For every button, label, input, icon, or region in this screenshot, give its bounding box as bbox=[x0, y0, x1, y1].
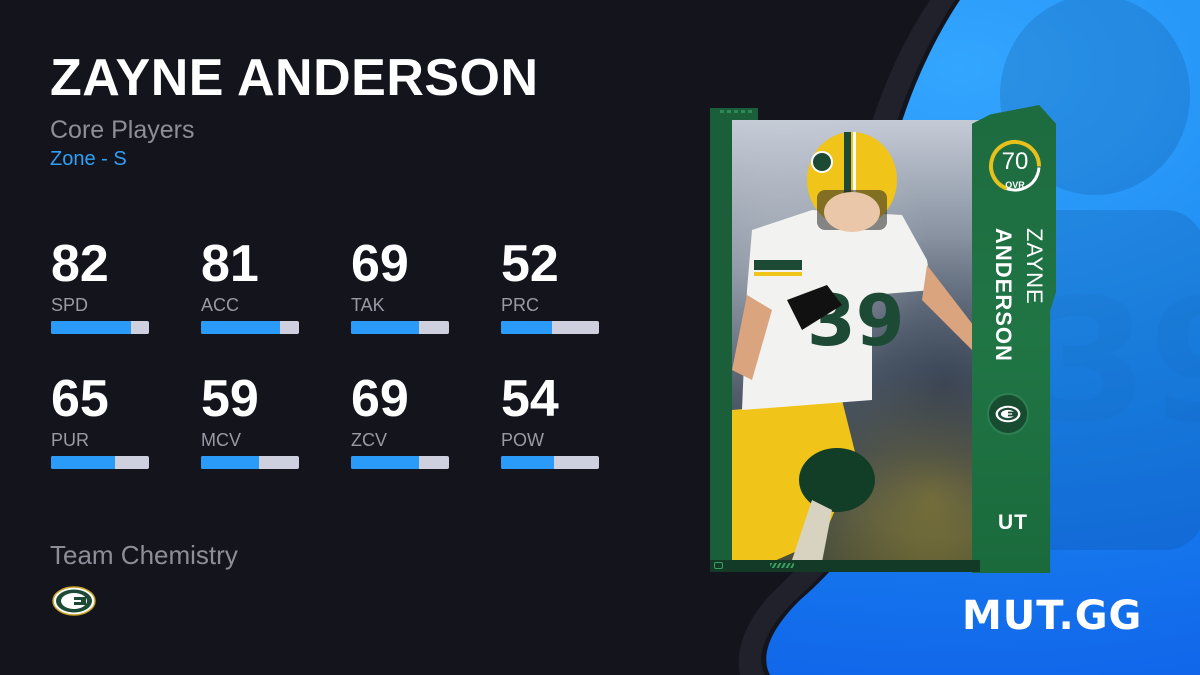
stat-value: 54 bbox=[501, 370, 559, 428]
stat-bar-fill bbox=[501, 456, 554, 469]
stat-label: PUR bbox=[51, 430, 90, 450]
stat-label: SPD bbox=[51, 295, 89, 315]
team-chemistry-title: Team Chemistry bbox=[50, 540, 238, 570]
program-name: Core Players bbox=[50, 116, 195, 144]
stat-value: 82 bbox=[51, 235, 109, 293]
stat-acc: 81 ACC bbox=[201, 238, 301, 334]
stat-pur: 65 PUR bbox=[51, 373, 151, 469]
stat-bar-fill bbox=[201, 321, 281, 334]
stat-value: 52 bbox=[501, 235, 559, 293]
card-side-panel bbox=[972, 105, 1056, 573]
card-last-name: ANDERSON bbox=[991, 228, 1016, 362]
stat-value: 81 bbox=[201, 235, 259, 293]
stat-bar-fill bbox=[51, 456, 115, 469]
stat-bar bbox=[351, 321, 449, 334]
stat-value: 69 bbox=[351, 235, 409, 293]
stat-label: PRC bbox=[501, 295, 540, 315]
card-first-name: ZAYNE bbox=[1022, 228, 1047, 305]
player-name: ZAYNE ANDERSON bbox=[50, 49, 539, 107]
stat-bar-fill bbox=[351, 456, 419, 469]
stat-value: 69 bbox=[351, 370, 409, 428]
frame-notch bbox=[720, 110, 752, 113]
stat-value: 65 bbox=[51, 370, 109, 428]
stat-label: ACC bbox=[201, 295, 240, 315]
player-photo: 39 bbox=[732, 120, 982, 562]
stat-bar-fill bbox=[201, 456, 259, 469]
stat-bar bbox=[51, 321, 149, 334]
ovr-ring-icon bbox=[989, 140, 1041, 192]
stat-zcv: 69 ZCV bbox=[351, 373, 451, 469]
stat-pow: 54 POW bbox=[501, 373, 601, 469]
ovr-value: 70 bbox=[1001, 148, 1029, 175]
stat-bar bbox=[201, 321, 299, 334]
archetype-label: Zone - S bbox=[50, 148, 127, 170]
player-figure: 39 bbox=[732, 132, 977, 562]
stat-bar bbox=[201, 456, 299, 469]
stat-bar bbox=[501, 321, 599, 334]
stat-tak: 69 TAK bbox=[351, 238, 451, 334]
stat-label: ZCV bbox=[351, 430, 387, 450]
card-team-logo-icon bbox=[987, 393, 1029, 435]
card-frame-bottom bbox=[710, 560, 980, 572]
stat-bar-fill bbox=[501, 321, 552, 334]
svg-text:39: 39 bbox=[1030, 263, 1200, 461]
ut-badge: UT bbox=[998, 511, 1028, 534]
player-card[interactable]: 39 70 OVR ZAYNE ANDERSON UT bbox=[708, 100, 1060, 575]
stat-mcv: 59 MCV bbox=[201, 373, 301, 469]
stat-bar bbox=[501, 456, 599, 469]
stat-label: POW bbox=[501, 430, 544, 450]
stat-label: TAK bbox=[351, 295, 385, 315]
frame-corner-icon bbox=[714, 562, 723, 569]
stat-spd: 82 SPD bbox=[51, 238, 151, 334]
card-player-name: ZAYNE ANDERSON bbox=[978, 228, 1054, 378]
stat-bar bbox=[351, 456, 449, 469]
stat-prc: 52 PRC bbox=[501, 238, 601, 334]
ovr-label: OVR bbox=[1005, 180, 1025, 190]
packers-g-logo-icon[interactable] bbox=[52, 586, 96, 621]
stat-label: MCV bbox=[201, 430, 241, 450]
stat-bar-fill bbox=[351, 321, 419, 334]
frame-hatch-decoration bbox=[770, 563, 794, 568]
stat-value: 59 bbox=[201, 370, 259, 428]
stat-bar-fill bbox=[51, 321, 132, 334]
brand-logo[interactable]: MUT.GG bbox=[962, 593, 1143, 639]
stat-bar bbox=[51, 456, 149, 469]
